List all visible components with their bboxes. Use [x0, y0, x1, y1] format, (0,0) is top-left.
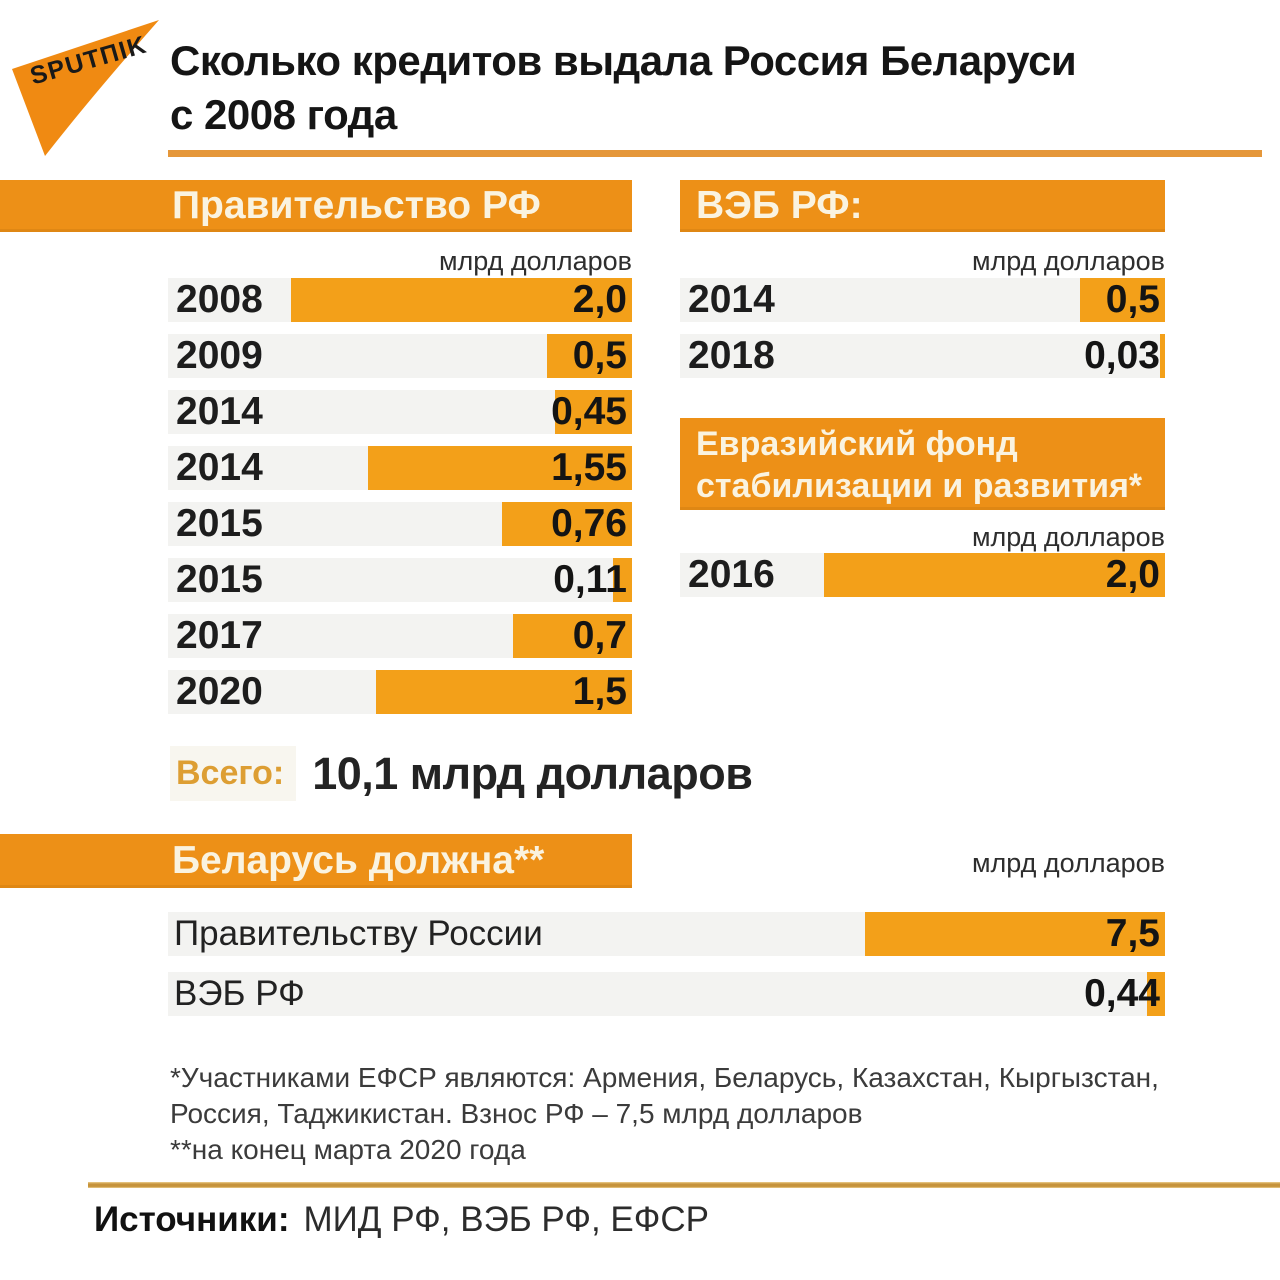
total-row: Всего: 10,1 млрд долларов [170, 746, 753, 801]
row-label: 2016 [688, 553, 775, 596]
section-header-line1: Евразийский фонд [696, 425, 1018, 463]
chart-row: 2014 1,55 [168, 446, 632, 490]
footnote-line2: Россия, Таджикистан. Взнос РФ – 7,5 млрд… [170, 1098, 863, 1129]
bar-value: 0,76 [551, 502, 627, 545]
chart-government-rf: 2008 2,0 2009 0,5 2014 0,45 2014 1,55 2015 0,76 20… [168, 278, 632, 726]
chart-row: ВЭБ РФ 0,44 [168, 972, 1165, 1016]
sources-label: Источники: [94, 1200, 290, 1239]
bar-value: 0,11 [553, 558, 627, 601]
bar-value: 1,55 [551, 446, 627, 489]
bar-value: 0,7 [572, 614, 627, 657]
bar-value: 0,45 [551, 390, 627, 433]
sources-divider [88, 1182, 1280, 1188]
bar [824, 553, 1165, 597]
row-label: 2017 [176, 614, 263, 657]
chart-row: 2015 0,11 [168, 558, 632, 602]
row-label: 2008 [176, 278, 263, 321]
section-header-government-rf: Правительство РФ [0, 180, 632, 232]
bar-value: 2,0 [1105, 553, 1160, 596]
row-label: 2018 [688, 334, 775, 377]
row-label: 2014 [176, 446, 263, 489]
bar [1160, 334, 1165, 378]
sources-row: Источники: МИД РФ, ВЭБ РФ, ЕФСР [94, 1200, 709, 1240]
bar [555, 390, 632, 434]
row-label: Правительству России [174, 914, 543, 953]
chart-efsr: 2016 2,0 [680, 553, 1165, 609]
chart-belarus-owes: Правительству России 7,5 ВЭБ РФ 0,44 [168, 912, 1165, 1032]
bar [547, 334, 632, 378]
chart-row: 2017 0,7 [168, 614, 632, 658]
row-label: 2009 [176, 334, 263, 377]
bar [1147, 972, 1165, 1016]
section-header-label: Беларусь должна** [172, 839, 545, 882]
section-header-efsr: Евразийский фонд стабилизации и развития… [680, 418, 1165, 510]
page-title-line2: с 2008 года [170, 91, 397, 138]
footnote-line1: *Участниками ЕФСР являются: Армения, Бел… [170, 1062, 1159, 1093]
chart-row: 2015 0,76 [168, 502, 632, 546]
bar [1080, 278, 1165, 322]
section-header-label: Правительство РФ [172, 184, 541, 227]
bar-value: 2,0 [572, 278, 627, 321]
bar [291, 278, 632, 322]
row-label: 2015 [176, 502, 263, 545]
bar [368, 446, 632, 490]
bar [513, 614, 632, 658]
total-value: 10,1 млрд долларов [312, 747, 753, 799]
bar [502, 502, 632, 546]
total-label: Всего: [170, 746, 297, 801]
section-header-belarus-owes: Беларусь должна** [0, 834, 632, 888]
page-title-line1: Сколько кредитов выдала Россия Беларуси [170, 37, 1077, 84]
chart-row: 2014 0,45 [168, 390, 632, 434]
sputnik-logo: SPUTПIK [12, 20, 159, 156]
footnote-line3: **на конец марта 2020 года [170, 1134, 526, 1165]
chart-row: 2018 0,03 [680, 334, 1165, 378]
unit-label-debt: млрд долларов [971, 848, 1165, 878]
row-label: 2014 [176, 390, 263, 433]
chart-row: 2014 0,5 [680, 278, 1165, 322]
row-label: 2015 [176, 558, 263, 601]
section-header-veb-rf: ВЭБ РФ: [680, 180, 1165, 232]
row-label: 2014 [688, 278, 775, 321]
bar [865, 912, 1165, 956]
title-underline [168, 150, 1262, 157]
bar-value: 7,5 [1105, 912, 1160, 955]
unit-label-efsr: млрд долларов [971, 522, 1165, 552]
chart-row: 2008 2,0 [168, 278, 632, 322]
bar [613, 558, 632, 602]
bar-value: 1,5 [572, 670, 627, 713]
bar-value: 0,5 [1105, 278, 1160, 321]
footnotes: *Участниками ЕФСР являются: Армения, Бел… [170, 1060, 1159, 1168]
unit-label-government: млрд долларов [438, 246, 632, 276]
section-header-label: ВЭБ РФ: [696, 184, 863, 227]
row-label: 2020 [176, 670, 263, 713]
chart-row: 2020 1,5 [168, 670, 632, 714]
row-label: ВЭБ РФ [174, 974, 305, 1013]
sources-value: МИД РФ, ВЭБ РФ, ЕФСР [303, 1200, 710, 1239]
bar-value: 0,03 [1084, 334, 1160, 377]
chart-row: 2009 0,5 [168, 334, 632, 378]
unit-label-veb: млрд долларов [971, 246, 1165, 276]
bar [376, 670, 632, 714]
page-title: Сколько кредитов выдала Россия Беларуси … [170, 34, 1077, 142]
sputnik-logo-sail [12, 20, 159, 156]
bar-value: 0,5 [572, 334, 627, 377]
chart-veb-rf: 2014 0,5 2018 0,03 [680, 278, 1165, 390]
bar-value: 0,44 [1084, 972, 1160, 1015]
chart-row: Правительству России 7,5 [168, 912, 1165, 956]
chart-row: 2016 2,0 [680, 553, 1165, 597]
section-header-line2: стабилизации и развития* [696, 467, 1143, 505]
